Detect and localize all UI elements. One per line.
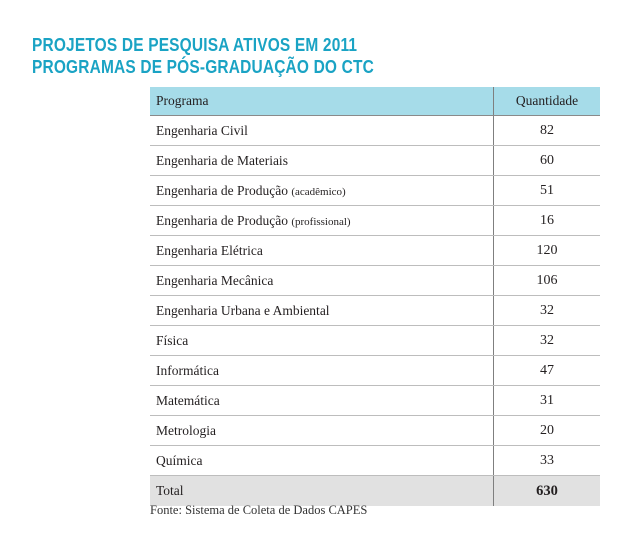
quantity-cell: 82 <box>493 115 600 146</box>
projects-table: Programa Quantidade Engenharia Civil 82 En… <box>150 87 600 506</box>
program-cell: Engenharia Mecânica <box>150 265 494 296</box>
quantity-cell: 33 <box>493 445 600 476</box>
program-cell: Química <box>150 445 494 476</box>
program-qualifier: (acadêmico) <box>291 185 346 198</box>
program-name: Matemática <box>156 392 220 408</box>
quantity-cell: 60 <box>493 145 600 176</box>
program-cell: Engenharia de Produção (profissional) <box>150 205 494 236</box>
table-header-row: Programa Quantidade <box>150 87 600 116</box>
program-name: Engenharia Elétrica <box>156 242 263 258</box>
program-name: Informática <box>156 362 219 378</box>
program-cell: Engenharia Elétrica <box>150 235 494 266</box>
page-title: PROJETOS DE PESQUISA ATIVOS EM 2011 PROG… <box>32 34 374 78</box>
quantity-cell: 20 <box>493 415 600 446</box>
program-cell: Matemática <box>150 385 494 416</box>
table-body: Engenharia Civil 82 Engenharia de Materiai… <box>150 115 600 506</box>
program-qualifier: (profissional) <box>291 215 351 228</box>
table-row: Física 32 <box>150 325 600 356</box>
table-row: Engenharia Civil 82 <box>150 115 600 146</box>
program-name: Engenharia Urbana e Ambiental <box>156 302 330 318</box>
program-name: Engenharia Mecânica <box>156 272 274 288</box>
table-row: Engenharia de Materiais 60 <box>150 145 600 176</box>
quantity-cell: 47 <box>493 355 600 386</box>
title-line-2: PROGRAMAS DE PÓS-GRADUAÇÃO DO CTC <box>32 57 374 77</box>
table-row: Engenharia Urbana e Ambiental 32 <box>150 295 600 326</box>
table-row: Engenharia Elétrica 120 <box>150 235 600 266</box>
table-row: Engenharia de Produção (profissional) 16 <box>150 205 600 236</box>
total-quantity: 630 <box>493 475 600 506</box>
quantity-cell: 16 <box>493 205 600 236</box>
quantity-cell: 32 <box>493 325 600 356</box>
table-row: Matemática 31 <box>150 385 600 416</box>
program-name: Física <box>156 332 189 348</box>
program-cell: Engenharia de Materiais <box>150 145 494 176</box>
quantity-cell: 32 <box>493 295 600 326</box>
total-label: Total <box>150 475 494 506</box>
table-row: Engenharia de Produção (acadêmico) 51 <box>150 175 600 206</box>
title-line-1: PROJETOS DE PESQUISA ATIVOS EM 2011 <box>32 35 358 55</box>
column-header-quantity: Quantidade <box>493 87 600 116</box>
quantity-cell: 120 <box>493 235 600 266</box>
quantity-cell: 51 <box>493 175 600 206</box>
program-name: Engenharia Civil <box>156 122 248 138</box>
program-cell: Metrologia <box>150 415 494 446</box>
table-row: Informática 47 <box>150 355 600 386</box>
table-row: Metrologia 20 <box>150 415 600 446</box>
program-name: Metrologia <box>156 422 216 438</box>
table-row: Química 33 <box>150 445 600 476</box>
program-name: Engenharia de Materiais <box>156 152 288 168</box>
table-row: Engenharia Mecânica 106 <box>150 265 600 296</box>
program-cell: Engenharia Civil <box>150 115 494 146</box>
program-cell: Engenharia de Produção (acadêmico) <box>150 175 494 206</box>
total-row: Total 630 <box>150 475 600 506</box>
program-name: Engenharia de Produção <box>156 182 288 198</box>
program-name: Química <box>156 452 203 468</box>
quantity-cell: 31 <box>493 385 600 416</box>
program-cell: Engenharia Urbana e Ambiental <box>150 295 494 326</box>
source-note: Fonte: Sistema de Coleta de Dados CAPES <box>150 503 368 517</box>
program-cell: Física <box>150 325 494 356</box>
quantity-cell: 106 <box>493 265 600 296</box>
program-name: Engenharia de Produção <box>156 212 288 228</box>
column-header-program: Programa <box>150 87 494 116</box>
program-cell: Informática <box>150 355 494 386</box>
